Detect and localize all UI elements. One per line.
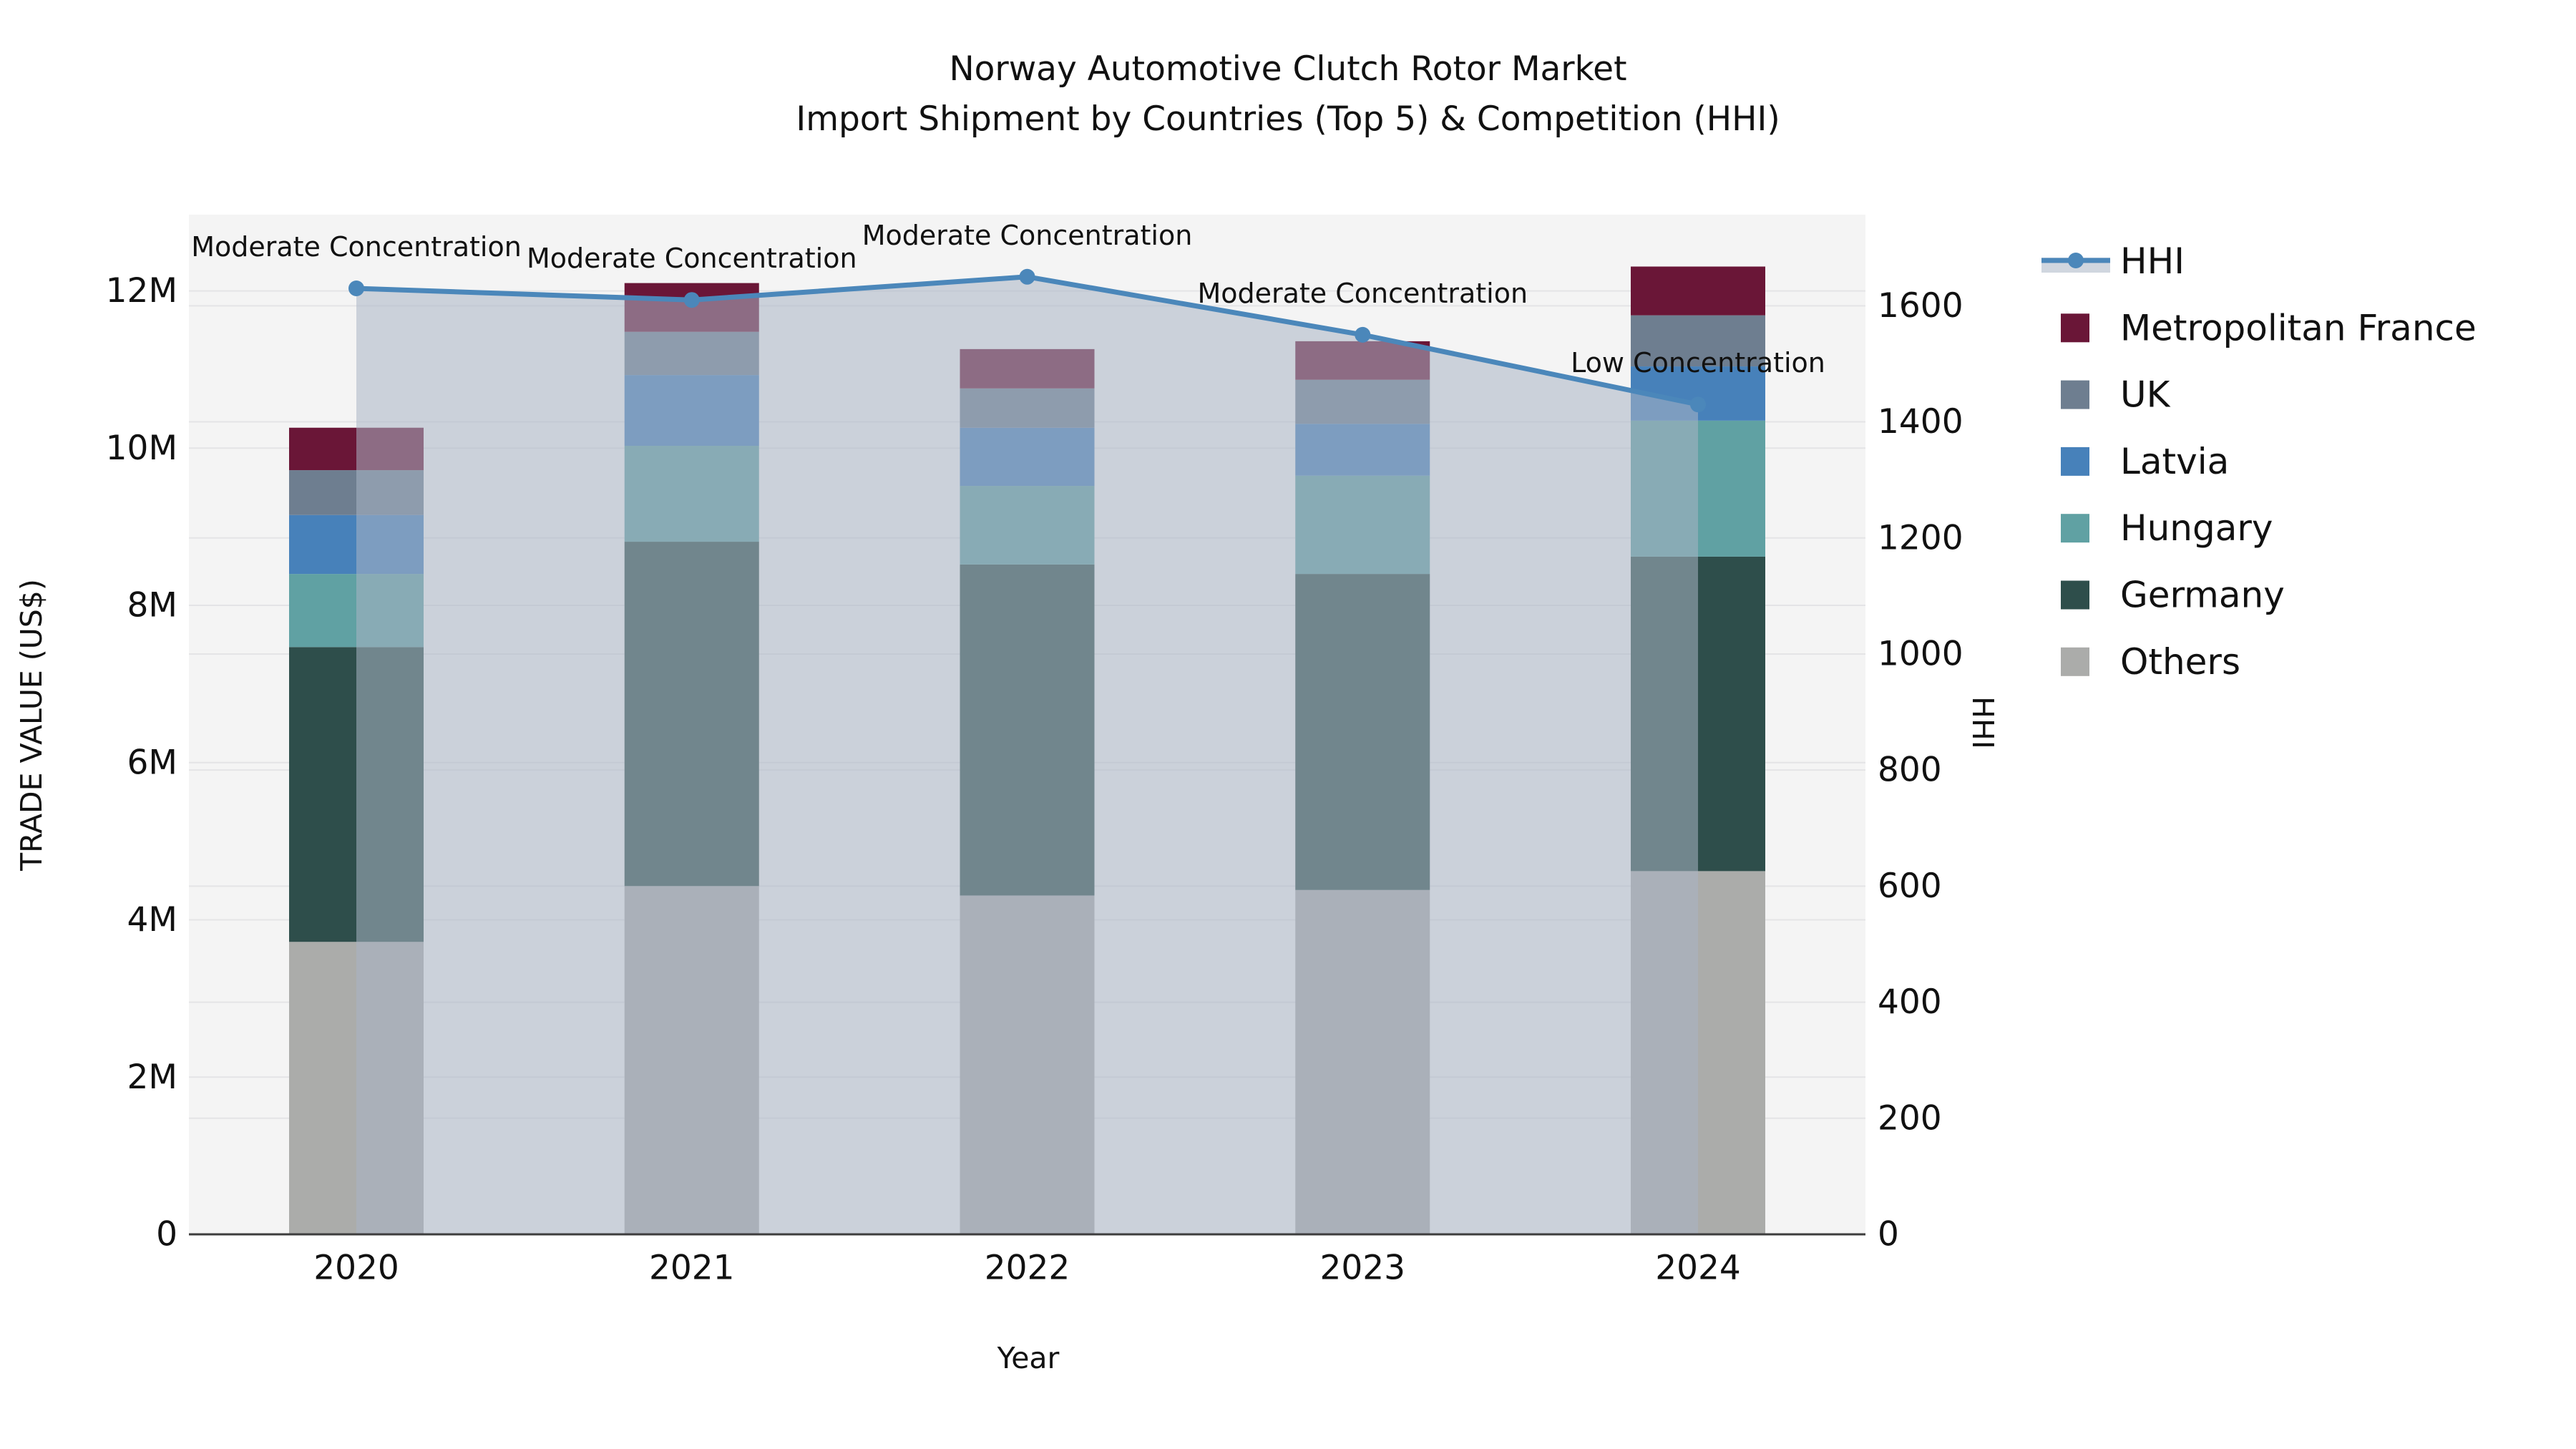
bar-segment-2024-metropolitan-france	[1631, 266, 1765, 316]
y-tick-right-800: 800	[1878, 751, 1942, 790]
hhi-line	[348, 268, 1706, 413]
hhi-marker-2021	[683, 292, 700, 308]
hhi-marker-2020	[348, 280, 364, 297]
annotation-2021: Moderate Concentration	[527, 243, 857, 274]
x-tick-2021: 2021	[649, 1249, 735, 1288]
y-tick-left-12M: 12M	[106, 271, 177, 311]
y-tick-right-0: 0	[1878, 1215, 1899, 1254]
legend-hhi-marker-icon	[2068, 253, 2084, 268]
annotations: Moderate Concentration Moderate Concentra…	[191, 220, 1825, 379]
legend-color-swatch	[2061, 580, 2089, 610]
y-tick-right-400: 400	[1878, 982, 1942, 1022]
y-tick-left-8M: 8M	[127, 586, 177, 625]
annotation-2024: Low Concentration	[1571, 347, 1825, 379]
y-tick-right-1600: 1600	[1878, 286, 1963, 326]
legend-item-hhi: HHI	[2041, 240, 2185, 282]
tick-labels: 0 2M 4M 6M 8M 10M 12M 0 200 400 600 800 1000 1200 1400…	[106, 271, 1963, 1287]
legend-color-swatch	[2061, 313, 2089, 343]
legend-item-hungary: Hungary	[2061, 507, 2273, 549]
x-tick-2020: 2020	[313, 1249, 399, 1288]
legend-label: Germany	[2120, 575, 2285, 616]
y-tick-right-1200: 1200	[1878, 518, 1963, 557]
legend-label: Hungary	[2120, 507, 2273, 549]
legend-color-swatch	[2061, 447, 2089, 476]
legend-label: Latvia	[2120, 441, 2229, 482]
chart-title-line1: Norway Automotive Clutch Rotor Market	[949, 49, 1626, 89]
y-tick-right-1400: 1400	[1878, 402, 1963, 441]
y-axis-label-right: HHI	[1966, 696, 2000, 749]
y-tick-right-200: 200	[1878, 1098, 1942, 1138]
x-tick-2022: 2022	[985, 1249, 1070, 1288]
legend-item-uk: UK	[2061, 374, 2171, 416]
x-tick-2023: 2023	[1319, 1249, 1405, 1288]
annotation-2020: Moderate Concentration	[191, 231, 522, 263]
legend: HHI Metropolitan France UK Latvia Hungary Ger…	[2041, 240, 2477, 683]
bar-segment-2024-uk	[1631, 315, 1765, 367]
legend-color-swatch	[2061, 647, 2089, 676]
legend-color-swatch	[2061, 380, 2089, 409]
legend-item-germany: Germany	[2061, 575, 2285, 616]
legend-item-metropolitan-france: Metropolitan France	[2061, 307, 2477, 348]
chart-title-line2: Import Shipment by Countries (Top 5) & C…	[796, 99, 1780, 139]
legend-item-others: Others	[2061, 641, 2240, 683]
hhi-area-polygon	[356, 276, 1698, 1234]
hhi-area-fill	[356, 276, 1698, 1234]
y-tick-left-4M: 4M	[127, 900, 177, 940]
legend-label: HHI	[2120, 240, 2185, 282]
legend-color-swatch	[2061, 514, 2089, 543]
hhi-marker-2022	[1019, 268, 1035, 285]
annotation-2023: Moderate Concentration	[1197, 278, 1528, 309]
y-axis-label-left: TRADE VALUE (US$)	[14, 579, 49, 872]
annotation-2022: Moderate Concentration	[862, 220, 1193, 251]
legend-label: Metropolitan France	[2120, 307, 2477, 348]
hhi-marker-2023	[1355, 326, 1371, 343]
x-axis-label: Year	[997, 1341, 1060, 1375]
hhi-marker-2024	[1690, 396, 1706, 413]
y-tick-left-0: 0	[156, 1215, 177, 1254]
y-tick-left-2M: 2M	[127, 1058, 177, 1097]
y-tick-right-1000: 1000	[1878, 634, 1963, 673]
y-tick-left-6M: 6M	[127, 743, 177, 782]
legend-label: Others	[2120, 641, 2240, 683]
y-tick-left-10M: 10M	[106, 429, 177, 468]
legend-item-latvia: Latvia	[2061, 441, 2229, 482]
x-tick-2024: 2024	[1655, 1249, 1741, 1288]
legend-label: UK	[2120, 374, 2171, 416]
y-tick-right-600: 600	[1878, 867, 1942, 906]
